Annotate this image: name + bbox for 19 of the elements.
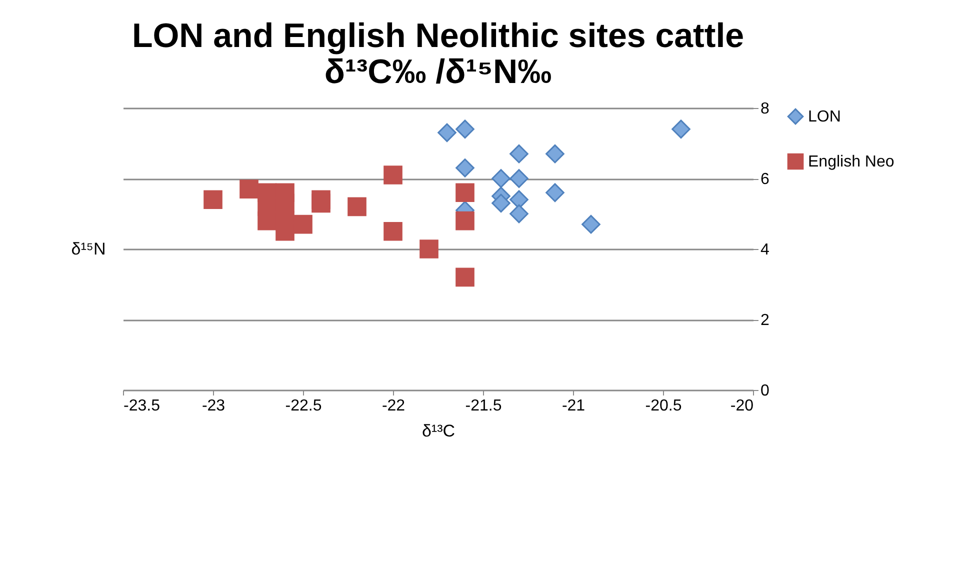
y-tick-label: 2 xyxy=(760,312,770,329)
text: LON and English Neolithic sites cattle xyxy=(132,17,744,55)
x-tick-label: -21.5 xyxy=(465,398,502,414)
x-tick-label: -21 xyxy=(562,398,586,414)
legend-label: English Neo xyxy=(808,154,894,170)
x-axis-title: δ¹³C xyxy=(422,422,456,440)
x-tick-label: -20 xyxy=(730,398,754,414)
y-tick-label: 8 xyxy=(760,100,770,118)
x-tick-label: -23 xyxy=(202,398,226,414)
x-tick-label: -22.5 xyxy=(285,398,322,414)
y-tick-label: 4 xyxy=(760,242,770,258)
x-tick-label: -23.5 xyxy=(124,398,160,414)
y-axis-title: δ¹⁵N xyxy=(71,240,106,258)
x-tick-label: -20.5 xyxy=(645,398,682,414)
y-tick-label: 6 xyxy=(760,171,770,188)
x-tick-label: -22 xyxy=(382,398,406,414)
y-tick-label: 0 xyxy=(760,382,770,400)
text: δ¹³C‰ /δ¹⁵N‰ xyxy=(324,53,552,91)
legend-label: LON xyxy=(808,108,841,126)
